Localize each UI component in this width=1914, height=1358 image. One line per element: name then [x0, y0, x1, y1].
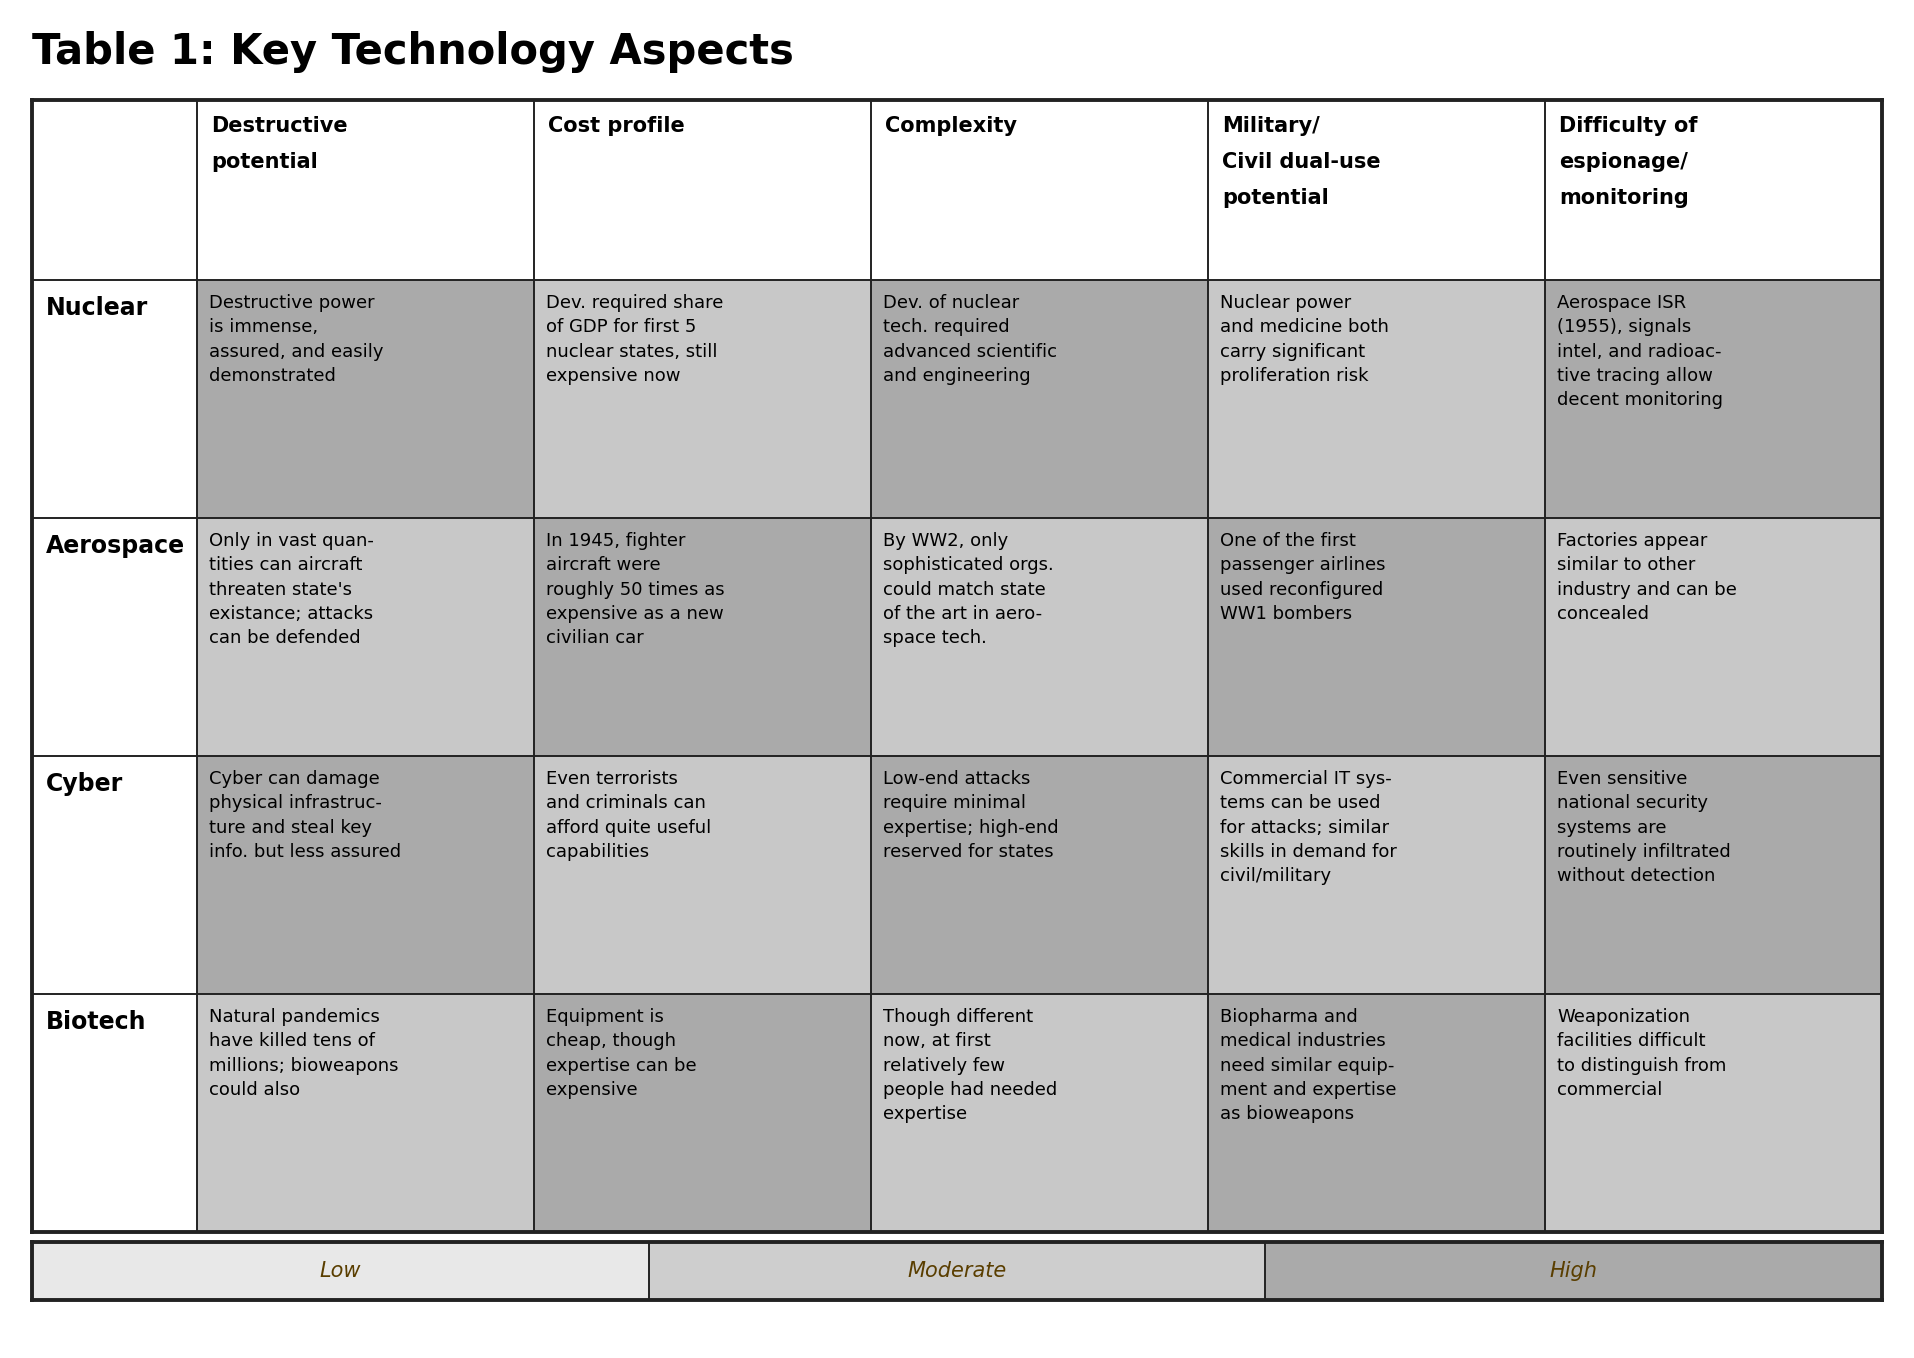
Bar — [1208, 994, 1545, 1232]
Bar — [33, 994, 197, 1232]
Text: Equipment is
cheap, though
expertise can be
expensive: Equipment is cheap, though expertise can… — [545, 1008, 697, 1099]
Bar — [534, 994, 871, 1232]
Text: Low: Low — [320, 1262, 362, 1281]
Text: Nuclear: Nuclear — [46, 296, 147, 320]
Bar — [534, 280, 871, 517]
Bar — [1545, 994, 1881, 1232]
Bar — [33, 280, 197, 517]
Text: Weaponization
facilities difficult
to distinguish from
commercial: Weaponization facilities difficult to di… — [1556, 1008, 1726, 1099]
Bar — [871, 994, 1208, 1232]
Text: Low-end attacks
require minimal
expertise; high-end
reserved for states: Low-end attacks require minimal expertis… — [882, 770, 1058, 861]
Text: By WW2, only
sophisticated orgs.
could match state
of the art in aero-
space tec: By WW2, only sophisticated orgs. could m… — [882, 532, 1055, 648]
Bar — [197, 517, 534, 756]
Text: Nuclear power
and medicine both
carry significant
proliferation risk: Nuclear power and medicine both carry si… — [1219, 293, 1390, 384]
Bar — [197, 280, 534, 517]
Bar — [33, 100, 197, 280]
Bar — [1208, 100, 1545, 280]
Bar — [871, 756, 1208, 994]
Text: Biotech: Biotech — [46, 1010, 147, 1033]
Text: One of the first
passenger airlines
used reconfigured
WW1 bombers: One of the first passenger airlines used… — [1219, 532, 1386, 623]
Text: In 1945, fighter
aircraft were
roughly 50 times as
expensive as a new
civilian c: In 1945, fighter aircraft were roughly 5… — [545, 532, 725, 648]
Bar — [534, 756, 871, 994]
Text: Natural pandemics
have killed tens of
millions; bioweapons
could also: Natural pandemics have killed tens of mi… — [209, 1008, 398, 1099]
Bar — [33, 1243, 649, 1300]
Text: Military/
Civil dual-use
potential: Military/ Civil dual-use potential — [1221, 115, 1380, 208]
Text: Dev. required share
of GDP for first 5
nuclear states, still
expensive now: Dev. required share of GDP for first 5 n… — [545, 293, 723, 384]
Bar — [1208, 280, 1545, 517]
Bar — [534, 517, 871, 756]
Bar — [1545, 100, 1881, 280]
Text: Complexity: Complexity — [884, 115, 1016, 136]
Bar — [197, 100, 534, 280]
Text: Biopharma and
medical industries
need similar equip-
ment and expertise
as biowe: Biopharma and medical industries need si… — [1219, 1008, 1397, 1123]
Text: Table 1: Key Technology Aspects: Table 1: Key Technology Aspects — [33, 31, 794, 73]
Bar — [197, 994, 534, 1232]
Bar — [871, 280, 1208, 517]
Text: Cost profile: Cost profile — [547, 115, 685, 136]
Text: Even sensitive
national security
systems are
routinely infiltrated
without detec: Even sensitive national security systems… — [1556, 770, 1730, 885]
Bar — [197, 756, 534, 994]
Text: Destructive power
is immense,
assured, and easily
demonstrated: Destructive power is immense, assured, a… — [209, 293, 383, 384]
Bar — [1208, 756, 1545, 994]
Text: Cyber: Cyber — [46, 771, 122, 796]
Text: Though different
now, at first
relatively few
people had needed
expertise: Though different now, at first relativel… — [882, 1008, 1057, 1123]
Text: Commercial IT sys-
tems can be used
for attacks; similar
skills in demand for
ci: Commercial IT sys- tems can be used for … — [1219, 770, 1397, 885]
Text: Factories appear
similar to other
industry and can be
concealed: Factories appear similar to other indust… — [1556, 532, 1736, 623]
Bar — [33, 517, 197, 756]
Bar — [1545, 517, 1881, 756]
Text: Destructive
potential: Destructive potential — [211, 115, 348, 172]
Bar — [649, 1243, 1265, 1300]
Text: Dev. of nuclear
tech. required
advanced scientific
and engineering: Dev. of nuclear tech. required advanced … — [882, 293, 1057, 384]
Text: High: High — [1550, 1262, 1598, 1281]
Bar — [534, 100, 871, 280]
Text: Only in vast quan-
tities can aircraft
threaten state's
existance; attacks
can b: Only in vast quan- tities can aircraft t… — [209, 532, 373, 648]
Text: Even terrorists
and criminals can
afford quite useful
capabilities: Even terrorists and criminals can afford… — [545, 770, 712, 861]
Bar — [1208, 517, 1545, 756]
Bar — [871, 517, 1208, 756]
Text: Moderate: Moderate — [907, 1262, 1007, 1281]
Text: Aerospace: Aerospace — [46, 534, 186, 558]
Text: Cyber can damage
physical infrastruc-
ture and steal key
info. but less assured: Cyber can damage physical infrastruc- tu… — [209, 770, 402, 861]
Bar — [871, 100, 1208, 280]
Bar — [1265, 1243, 1881, 1300]
Bar — [1545, 756, 1881, 994]
Text: Aerospace ISR
(1955), signals
intel, and radioac-
tive tracing allow
decent moni: Aerospace ISR (1955), signals intel, and… — [1556, 293, 1723, 409]
Bar — [33, 756, 197, 994]
Bar — [1545, 280, 1881, 517]
Text: Difficulty of
espionage/
monitoring: Difficulty of espionage/ monitoring — [1560, 115, 1698, 208]
